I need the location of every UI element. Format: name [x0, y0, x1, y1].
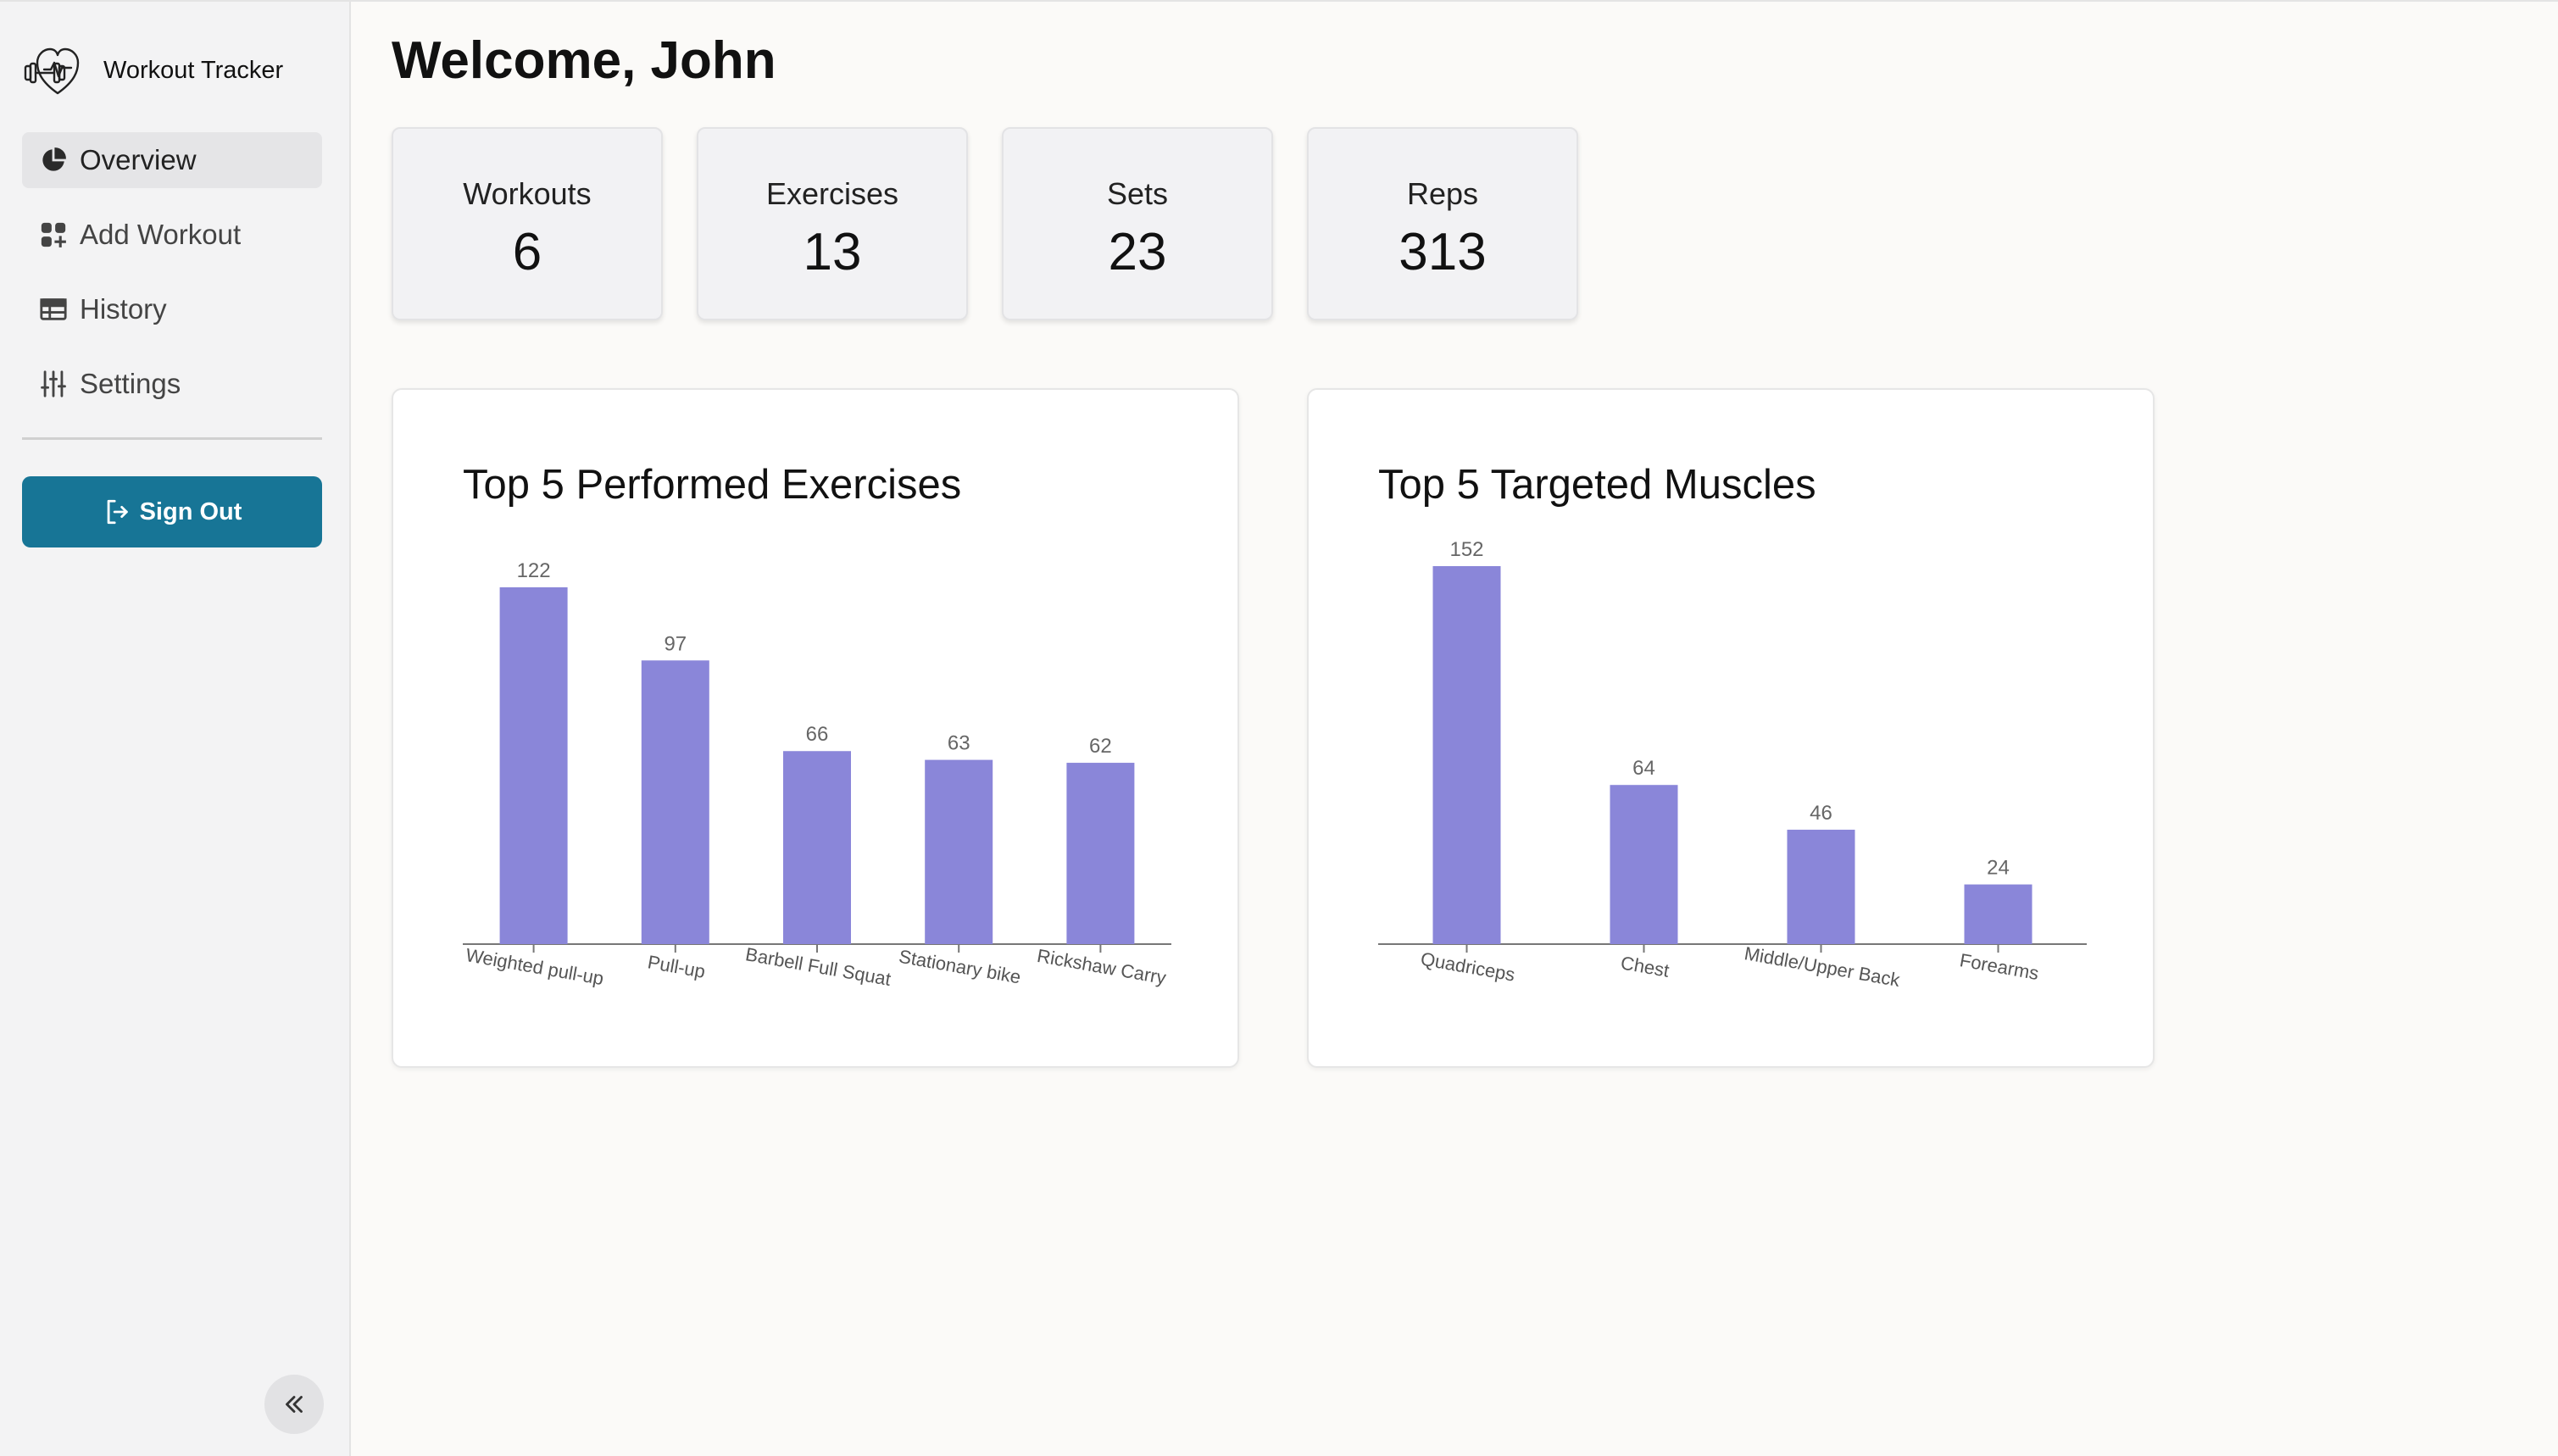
- bar-2: [1787, 830, 1855, 944]
- data-label-0: 122: [517, 559, 551, 582]
- stat-value: 313: [1399, 223, 1487, 281]
- x-tick-label-3: Forearms: [1958, 949, 2040, 984]
- data-label-1: 64: [1632, 757, 1655, 780]
- x-tick-label-4: Rickshaw Carry: [1036, 945, 1168, 988]
- bar-chart-exercises: 122 Weighted pull-up 97 Pull-up 66 Barbell Fu…: [463, 559, 1171, 990]
- stat-card-reps: Reps 313: [1307, 127, 1578, 320]
- grid-plus-icon: [39, 220, 68, 249]
- stat-label: Exercises: [765, 176, 899, 211]
- bar-1: [641, 660, 709, 944]
- sidebar-item-label: History: [80, 293, 167, 325]
- data-label-0: 152: [1449, 538, 1483, 561]
- x-tick-label-2: Middle/Upper Back: [1743, 942, 1902, 991]
- bar-4: [1066, 763, 1135, 944]
- sidebar-item-label: Settings: [80, 368, 181, 399]
- stat-label: Workouts: [463, 176, 592, 211]
- chart-title: Top 5 Performed Exercises: [463, 462, 962, 508]
- sidebar-item-history[interactable]: History: [22, 281, 322, 337]
- sidebar-item-label: Overview: [80, 144, 197, 175]
- sidebar-item-add-workout[interactable]: Add Workout: [22, 207, 322, 263]
- stat-card-workouts: Workouts 6: [392, 127, 663, 320]
- sidebar-item-settings[interactable]: Settings: [22, 356, 322, 412]
- stat-label: Sets: [1106, 176, 1169, 211]
- bar-1: [1610, 785, 1678, 944]
- data-label-1: 97: [664, 632, 687, 655]
- bar-3: [925, 759, 993, 944]
- sliders-icon: [39, 370, 68, 398]
- x-tick-label-0: Weighted pull-up: [464, 944, 606, 989]
- data-label-2: 66: [806, 723, 829, 746]
- bar-chart-muscles: 152 Quadriceps 64 Chest 46 Middle/Upper Back 2…: [1378, 538, 2087, 991]
- stat-card-sets: Sets 23: [1002, 127, 1273, 320]
- bar-0: [1432, 566, 1501, 944]
- stat-label: Reps: [1406, 176, 1479, 211]
- brand[interactable]: Workout Tracker: [22, 41, 283, 100]
- pie-chart-icon: [39, 146, 68, 175]
- heart-dumbbell-icon: [24, 47, 80, 95]
- x-tick-label-0: Quadriceps: [1419, 948, 1516, 986]
- sidebar-item-label: Add Workout: [80, 219, 242, 250]
- stat-value: 13: [803, 223, 862, 281]
- chart-card-exercises: Top 5 Performed Exercises 122 Weighted pu…: [392, 388, 1239, 1068]
- page-title: Welcome, John: [392, 31, 776, 90]
- chart-card-muscles: Top 5 Targeted Muscles 152 Quadriceps 64 Ch…: [1307, 388, 2155, 1068]
- sidebar-nav: Overview Add Workout History Settings: [22, 132, 322, 431]
- sidebar: Workout Tracker Overview Add Workout His…: [0, 2, 351, 1456]
- bar-2: [783, 751, 851, 944]
- sidebar-divider: [22, 437, 322, 440]
- bar-3: [1964, 884, 2032, 944]
- sidebar-item-overview[interactable]: Overview: [22, 132, 322, 188]
- chart-title: Top 5 Targeted Muscles: [1378, 462, 1816, 508]
- bar-0: [499, 587, 568, 944]
- sign-out-icon: [107, 499, 128, 525]
- x-tick-label-1: Chest: [1619, 952, 1671, 981]
- data-label-2: 46: [1810, 802, 1832, 825]
- collapse-sidebar-button[interactable]: [264, 1375, 324, 1434]
- x-tick-label-3: Stationary bike: [898, 946, 1023, 988]
- stat-value: 23: [1108, 223, 1167, 281]
- table-icon: [39, 295, 68, 324]
- sign-out-label: Sign Out: [139, 497, 242, 525]
- stat-value: 6: [512, 223, 542, 281]
- sign-out-button[interactable]: Sign Out: [22, 476, 322, 547]
- data-label-3: 63: [948, 732, 970, 755]
- stat-card-exercises: Exercises 13: [697, 127, 968, 320]
- x-tick-label-1: Pull-up: [646, 951, 707, 982]
- brand-name: Workout Tracker: [103, 56, 284, 84]
- data-label-3: 24: [1987, 857, 2010, 880]
- double-chevron-left-icon: [286, 1396, 303, 1413]
- data-label-4: 62: [1089, 735, 1112, 758]
- x-tick-label-2: Barbell Full Squat: [744, 943, 893, 990]
